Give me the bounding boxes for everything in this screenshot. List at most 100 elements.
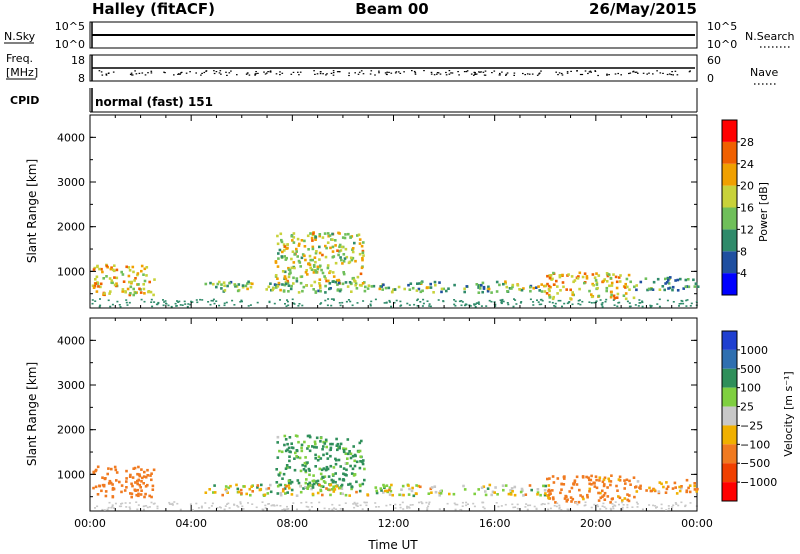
clutter-cell bbox=[426, 507, 429, 509]
echo-cell bbox=[315, 271, 318, 274]
echo-cell bbox=[274, 274, 278, 277]
clutter-cell bbox=[385, 302, 388, 304]
echo-cell bbox=[300, 443, 304, 447]
y-tick-label: 1000 bbox=[57, 468, 85, 481]
clutter-cell bbox=[121, 502, 124, 505]
echo-cell bbox=[318, 234, 321, 238]
echo-cell bbox=[249, 493, 252, 497]
echo-cell bbox=[108, 292, 111, 295]
clutter-cell bbox=[540, 503, 543, 506]
clutter-cell bbox=[541, 299, 544, 302]
clutter-cell bbox=[628, 305, 631, 308]
echo-cell bbox=[303, 239, 306, 243]
frequency-panel: Freq. [MHz] 18 8 60 0 Nave bbox=[6, 52, 778, 85]
echo-cell bbox=[608, 479, 611, 483]
echo-cell bbox=[250, 485, 253, 488]
echo-cell bbox=[283, 276, 287, 279]
echo-cell bbox=[326, 232, 330, 235]
clutter-cell bbox=[514, 299, 517, 301]
echo-cell bbox=[283, 434, 287, 438]
echo-cell bbox=[375, 491, 379, 495]
echo-cell bbox=[321, 447, 324, 451]
echo-cell bbox=[511, 490, 514, 493]
clutter-cell bbox=[370, 300, 373, 303]
echo-cell bbox=[297, 291, 301, 294]
echo-cell bbox=[236, 487, 240, 491]
echo-cell bbox=[668, 277, 671, 281]
echo-cell bbox=[618, 496, 622, 500]
clutter-cell bbox=[369, 303, 372, 306]
clutter-cell bbox=[567, 508, 570, 511]
echo-cell bbox=[109, 267, 113, 271]
frequency-point bbox=[423, 70, 425, 72]
echo-cell bbox=[308, 435, 312, 439]
clutter-cell bbox=[561, 305, 563, 308]
clutter-cell bbox=[654, 505, 657, 507]
echo-cell bbox=[311, 486, 315, 489]
echo-cell bbox=[656, 277, 660, 281]
clutter-cell bbox=[142, 508, 145, 511]
clutter-cell bbox=[148, 506, 151, 508]
echo-cell bbox=[142, 283, 145, 286]
echo-cell bbox=[129, 473, 132, 477]
echo-cell bbox=[556, 292, 559, 295]
clutter-cell bbox=[458, 300, 461, 303]
frequency-point bbox=[526, 73, 529, 75]
clutter-cell bbox=[150, 298, 153, 301]
echo-cell bbox=[358, 449, 362, 453]
clutter-cell bbox=[287, 304, 290, 307]
clutter-cell bbox=[532, 304, 535, 306]
echo-cell bbox=[587, 476, 590, 480]
x-tick-label: 04:00 bbox=[175, 517, 207, 530]
echo-cell bbox=[352, 278, 356, 282]
clutter-cell bbox=[612, 505, 614, 508]
echo-cell bbox=[140, 480, 143, 483]
echo-cell bbox=[338, 245, 341, 249]
echo-cell bbox=[229, 484, 232, 488]
frequency-point bbox=[448, 73, 451, 75]
echo-cell bbox=[384, 286, 388, 290]
clutter-cell bbox=[454, 503, 457, 506]
echo-cell bbox=[484, 490, 487, 493]
echo-cell bbox=[275, 468, 278, 471]
echo-cell bbox=[387, 286, 391, 290]
echo-cell bbox=[307, 483, 310, 486]
echo-cell bbox=[632, 476, 636, 479]
clutter-cell bbox=[98, 305, 101, 308]
echo-cell bbox=[342, 260, 346, 263]
frequency-point bbox=[458, 74, 460, 76]
echo-cell bbox=[610, 281, 614, 285]
frequency-point bbox=[594, 70, 596, 72]
echo-cell bbox=[263, 493, 267, 497]
power-colorbar-tick-label: 28 bbox=[740, 136, 754, 149]
clutter-cell bbox=[473, 505, 476, 508]
echo-cell bbox=[536, 493, 539, 496]
clutter-cell bbox=[109, 305, 112, 308]
echo-cell bbox=[108, 277, 112, 280]
frequency-point bbox=[147, 72, 149, 74]
echo-cell bbox=[346, 457, 349, 460]
echo-cell bbox=[505, 285, 509, 289]
echo-cell bbox=[374, 486, 378, 489]
clutter-cell bbox=[195, 299, 198, 301]
frequency-point bbox=[219, 70, 222, 72]
clutter-cell bbox=[408, 304, 411, 306]
echo-cell bbox=[302, 285, 306, 289]
clutter-cell bbox=[422, 302, 425, 305]
frequency-point bbox=[629, 72, 632, 74]
clutter-cell bbox=[176, 300, 178, 302]
echo-cell bbox=[559, 289, 562, 292]
echo-cell bbox=[341, 478, 345, 482]
echo-cell bbox=[132, 287, 135, 291]
echo-cell bbox=[334, 457, 337, 461]
clutter-cell bbox=[554, 305, 557, 308]
echo-cell bbox=[137, 478, 140, 482]
frequency-point bbox=[659, 72, 662, 74]
echo-cell bbox=[486, 289, 490, 293]
echo-cell bbox=[432, 291, 435, 294]
clutter-cell bbox=[469, 305, 472, 307]
frequency-point bbox=[439, 73, 442, 75]
echo-cell bbox=[293, 457, 296, 460]
frequency-point bbox=[414, 72, 417, 74]
echo-cell bbox=[590, 474, 593, 478]
